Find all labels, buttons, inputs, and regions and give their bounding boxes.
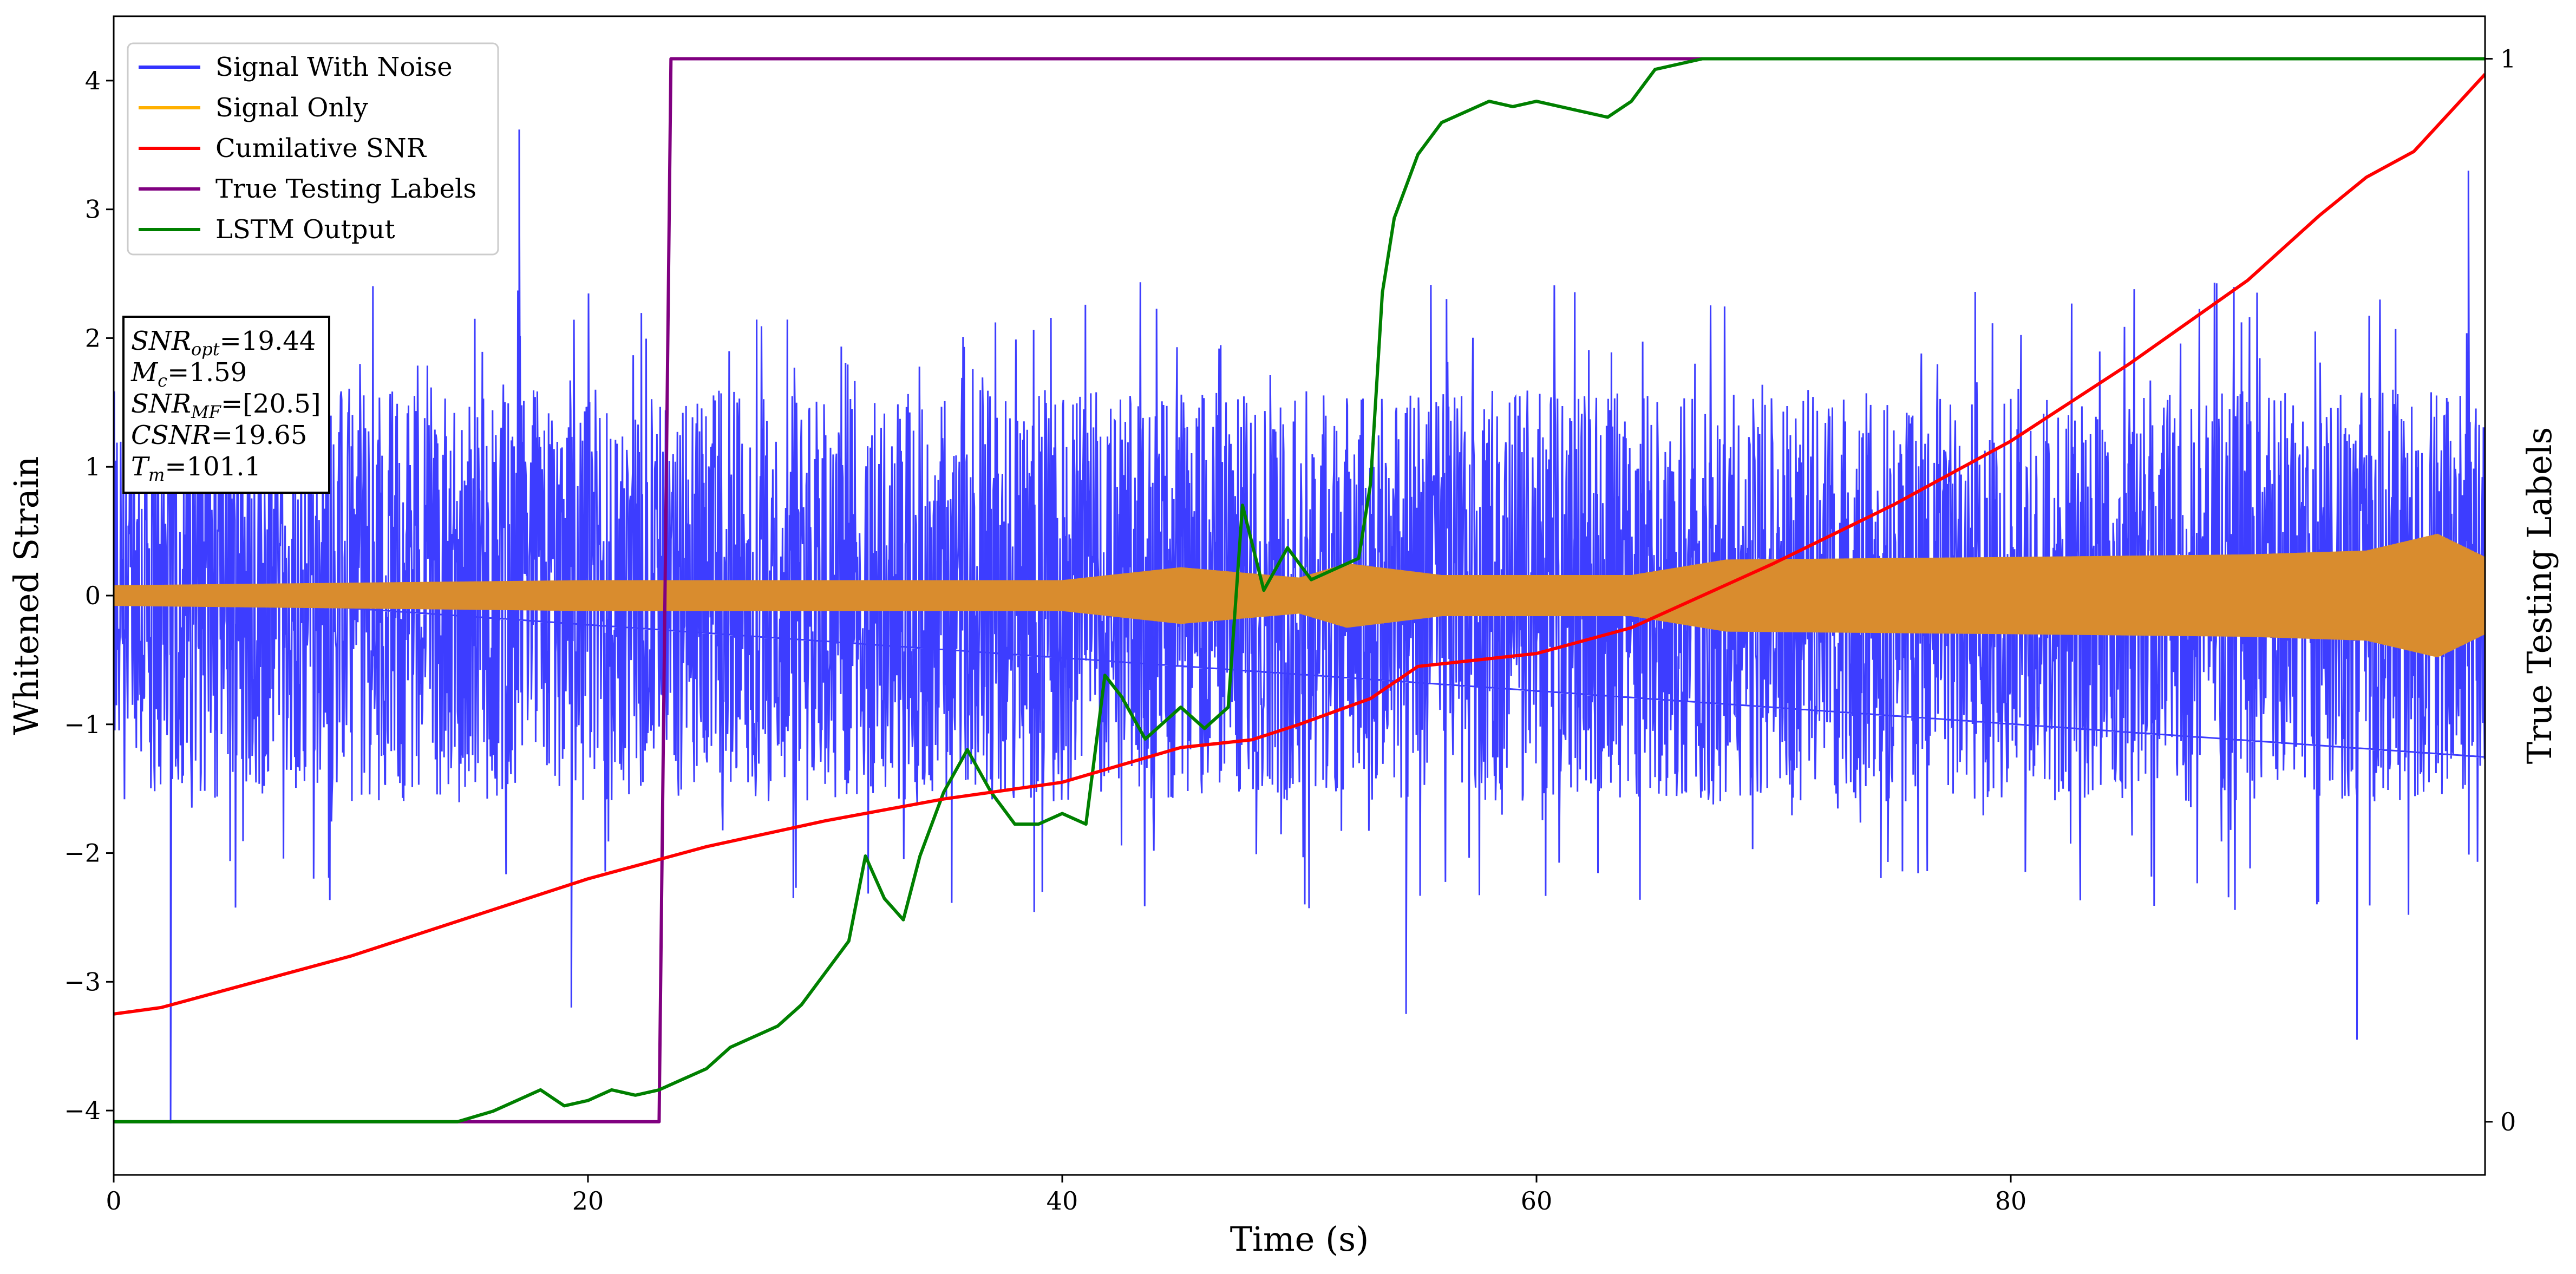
signal-only-line bbox=[114, 533, 2485, 657]
x-axis-title: Time (s) bbox=[1230, 1219, 1369, 1259]
legend-box bbox=[127, 42, 499, 256]
annotation-line: SNRopt=19.44 bbox=[131, 326, 316, 360]
legend-label-lstm-output: LSTM Output bbox=[215, 214, 395, 245]
y-tick-label: −4 bbox=[64, 1096, 101, 1125]
y-tick-label: 3 bbox=[85, 195, 101, 224]
annotation-box-frame bbox=[122, 316, 330, 494]
y2-tick-label: 0 bbox=[2500, 1107, 2516, 1136]
annotation-line: CSNR=19.65 bbox=[131, 420, 307, 450]
x-tick-label: 40 bbox=[1047, 1186, 1078, 1216]
annotation-box: SNRopt=19.44Mc=1.59SNRMF=[20.5]CSNR=19.6… bbox=[122, 316, 330, 494]
annotation-line: Mc=1.59 bbox=[130, 357, 247, 391]
y-tick-label: 0 bbox=[85, 581, 101, 610]
x-tick-label: 60 bbox=[1521, 1186, 1553, 1216]
legend-label-signal-with-noise: Signal With Noise bbox=[215, 52, 453, 82]
legend: Signal With Noise Signal Only Cumilative S… bbox=[127, 42, 499, 256]
y-tick-label: −1 bbox=[64, 710, 101, 739]
signal-only-series bbox=[114, 533, 2485, 657]
plot-area bbox=[114, 57, 2485, 1123]
y-tick-label: 4 bbox=[85, 66, 101, 95]
x-tick-label: 0 bbox=[106, 1186, 121, 1216]
y2-axis-title: True Testing Labels bbox=[2520, 427, 2559, 765]
signal-with-noise-series bbox=[114, 129, 2485, 1123]
annotation-line: SNRMF=[20.5] bbox=[131, 389, 321, 422]
y-tick-label: −3 bbox=[64, 967, 101, 996]
legend-label-cumulative-snr: Cumilative SNR bbox=[215, 133, 427, 164]
y-tick-label: 2 bbox=[85, 323, 101, 352]
y2-tick-label: 1 bbox=[2500, 44, 2516, 74]
x-tick-label: 80 bbox=[1995, 1186, 2027, 1216]
x-tick-label: 20 bbox=[572, 1186, 604, 1216]
signal-with-noise-line bbox=[114, 129, 2485, 1123]
cumulative-snr-line bbox=[114, 73, 2485, 1016]
y-tick-label: −2 bbox=[64, 839, 101, 868]
line-series-group bbox=[114, 57, 2485, 1123]
legend-label-signal-only: Signal Only bbox=[215, 93, 368, 123]
lstm-output-line bbox=[114, 57, 2485, 1123]
legend-label-true-testing-labels: True Testing Labels bbox=[215, 174, 476, 204]
annotation-line: Tm=101.1 bbox=[131, 452, 261, 485]
y-axis-title: Whitened Strain bbox=[6, 456, 46, 735]
y-tick-label: 1 bbox=[85, 452, 101, 481]
